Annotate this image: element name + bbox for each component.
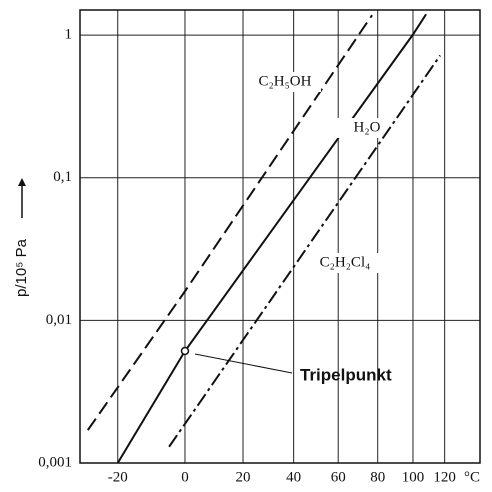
y-tick-label: 0,001 [38, 454, 72, 470]
x-axis-label: °C [464, 469, 480, 485]
x-tick-label: 80 [370, 469, 385, 485]
x-tick-label: 120 [433, 469, 456, 485]
x-tick-label: 40 [286, 469, 301, 485]
y-axis-label: p/10⁵ Pa [13, 238, 30, 297]
label-background [309, 253, 381, 273]
y-tick-label: 1 [65, 27, 73, 43]
x-tick-label: -20 [108, 469, 128, 485]
series-label: H₂O [354, 119, 381, 135]
series-label: C₂H₅OH [259, 73, 312, 89]
series-line [86, 14, 373, 431]
x-tick-label: 0 [181, 469, 189, 485]
plot-frame [79, 9, 481, 464]
label-background [331, 118, 403, 138]
y-tick-label: 0,01 [46, 312, 72, 328]
annotation-text: Tripelpunkt [300, 365, 392, 384]
triple-point [180, 346, 190, 356]
label-background [249, 72, 321, 92]
x-tick-label: 60 [331, 469, 346, 485]
series-label: C₂H₂Cl₄ [320, 254, 371, 270]
series-line [116, 13, 427, 464]
x-tick-label: 20 [236, 469, 251, 485]
annotation-leader [194, 353, 293, 374]
axis-arrow-head [18, 178, 26, 186]
series-line [168, 54, 441, 448]
y-tick-label: 0,1 [53, 169, 72, 185]
x-tick-label: 100 [402, 469, 425, 485]
